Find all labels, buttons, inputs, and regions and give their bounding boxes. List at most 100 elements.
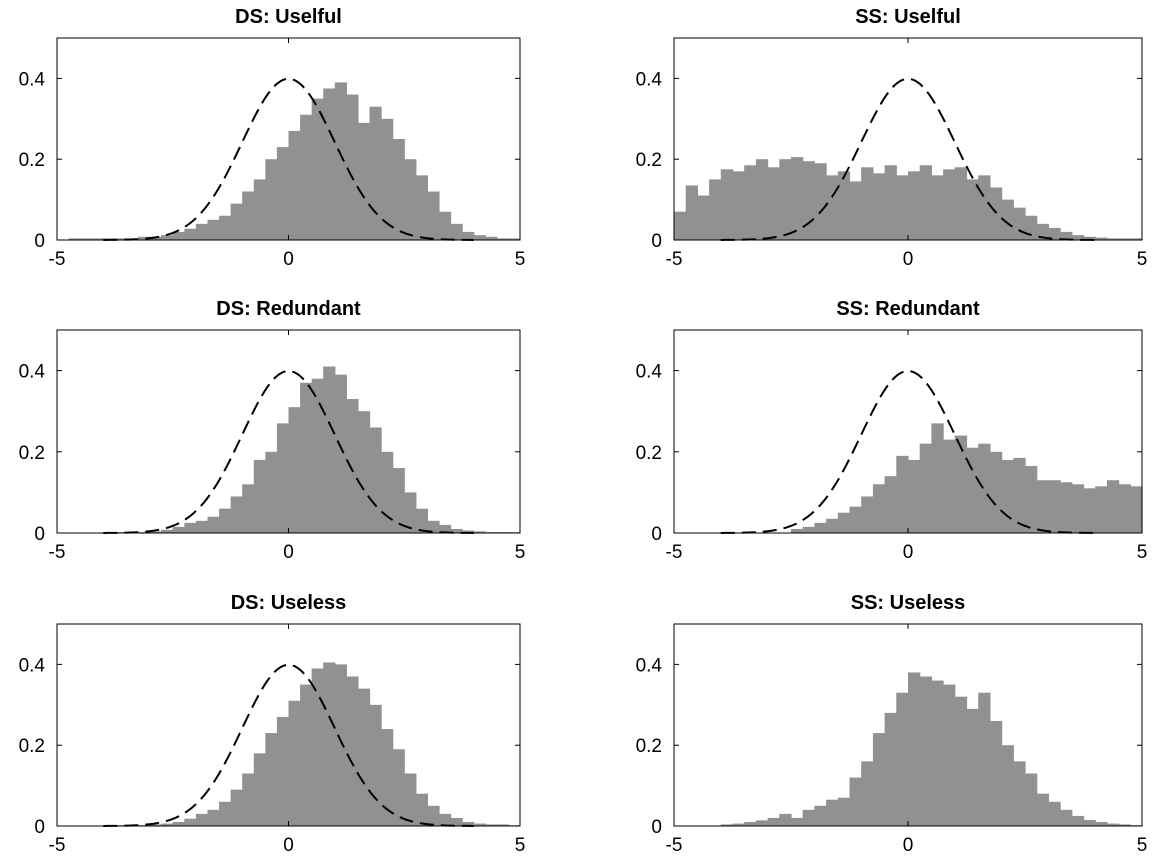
histogram-bar bbox=[744, 821, 757, 826]
histogram-bar bbox=[311, 378, 324, 533]
histogram-bar bbox=[814, 805, 827, 826]
histogram-bar bbox=[908, 459, 921, 533]
histogram-bar bbox=[791, 817, 804, 826]
histogram-bar bbox=[861, 496, 874, 533]
histogram-bar bbox=[288, 130, 301, 240]
y-tick-label: 0.4 bbox=[636, 362, 663, 383]
histogram-bar bbox=[242, 773, 255, 826]
histogram-bar bbox=[219, 508, 232, 533]
panel-ds-useful: -5 0 500.20.4DS: Uselful bbox=[19, 6, 526, 270]
histogram-bar bbox=[896, 175, 909, 240]
histogram-bar bbox=[450, 223, 463, 240]
histogram-bar bbox=[300, 382, 313, 533]
normal-pdf-curve bbox=[103, 77, 474, 241]
histogram-bar bbox=[276, 716, 290, 826]
histogram-bar bbox=[791, 528, 804, 533]
panel-ds-useless: -5 0 500.20.4DS: Useless bbox=[19, 592, 526, 856]
histogram-bar bbox=[149, 236, 162, 240]
histogram-bar bbox=[219, 215, 232, 240]
histogram-bar bbox=[346, 399, 359, 533]
histogram-bar bbox=[300, 684, 313, 826]
histogram-bar bbox=[161, 235, 174, 240]
histogram-bar bbox=[989, 720, 1003, 826]
histogram-bar bbox=[265, 451, 278, 533]
histogram-bar bbox=[1013, 761, 1026, 826]
histogram-bar bbox=[323, 366, 336, 533]
y-tick-label: 0 bbox=[34, 231, 45, 252]
histogram-bar bbox=[149, 531, 162, 533]
histogram-bar bbox=[323, 662, 336, 826]
y-tick-label: 0.2 bbox=[19, 736, 45, 757]
histogram-bar bbox=[1025, 773, 1038, 826]
histogram-bar bbox=[300, 114, 313, 240]
panel-ss-useful: -5 0 500.20.4SS: Uselful bbox=[636, 6, 1148, 270]
histogram-bar bbox=[369, 704, 382, 826]
panel-title: SS: Uselful bbox=[855, 6, 961, 28]
y-tick-label: 0 bbox=[651, 524, 662, 545]
histogram-bar bbox=[767, 817, 780, 826]
histogram-bar bbox=[767, 167, 780, 240]
histogram-bar bbox=[334, 82, 347, 240]
histogram-bar bbox=[1130, 486, 1143, 533]
histogram-bar bbox=[288, 407, 301, 533]
x-tick-label: -5 bbox=[49, 542, 66, 563]
histogram-bar bbox=[943, 169, 956, 240]
histogram-bar bbox=[1106, 480, 1120, 533]
histogram-bar bbox=[230, 789, 243, 826]
y-tick-label: 0.2 bbox=[19, 443, 45, 464]
histogram-bar bbox=[1060, 482, 1073, 533]
histogram-bar bbox=[381, 729, 394, 826]
histogram-bar bbox=[826, 518, 839, 533]
histogram-bar bbox=[884, 712, 897, 826]
y-tick-label: 0.4 bbox=[636, 655, 663, 676]
histogram-bar bbox=[674, 211, 687, 240]
histogram-bar bbox=[265, 159, 278, 240]
histogram-bar bbox=[861, 761, 874, 826]
histogram-bar bbox=[392, 139, 405, 240]
histogram-bar bbox=[966, 708, 979, 826]
histogram-bar bbox=[1048, 227, 1061, 240]
histogram-bar bbox=[872, 733, 886, 826]
histogram-bar bbox=[1025, 466, 1038, 533]
histogram-bar bbox=[369, 106, 382, 241]
y-tick-label: 0.4 bbox=[19, 69, 46, 90]
histogram-bar bbox=[1036, 480, 1049, 533]
histogram-bar bbox=[884, 165, 897, 240]
histogram-bar bbox=[334, 374, 347, 533]
histogram-bar bbox=[1036, 793, 1049, 826]
histogram-bar bbox=[779, 159, 792, 240]
histogram-bar bbox=[744, 165, 757, 240]
histogram-bar bbox=[1071, 235, 1085, 240]
histogram-bar bbox=[826, 175, 839, 240]
histogram-bar bbox=[943, 684, 956, 826]
histogram-bar bbox=[195, 223, 209, 240]
x-tick-label: 0 bbox=[903, 249, 914, 270]
histogram-bar bbox=[989, 451, 1003, 533]
histogram-bar bbox=[978, 175, 991, 240]
histogram-bar bbox=[253, 179, 266, 240]
histogram-bar bbox=[462, 821, 475, 826]
histogram-bar bbox=[919, 165, 932, 240]
histogram-bar bbox=[1083, 819, 1096, 826]
histogram-bar bbox=[849, 777, 862, 826]
histogram-bar bbox=[1001, 745, 1014, 826]
histogram-bar bbox=[438, 211, 452, 240]
histogram-bar bbox=[1095, 237, 1108, 240]
histogram-bar bbox=[311, 668, 324, 826]
histogram-bar bbox=[207, 219, 220, 240]
histogram-bar bbox=[954, 167, 968, 240]
histogram-bar bbox=[1083, 236, 1096, 240]
histogram-bar bbox=[323, 88, 336, 240]
histogram-bar bbox=[849, 506, 862, 533]
histogram-bar bbox=[954, 435, 968, 533]
histogram-bar bbox=[253, 459, 266, 533]
x-tick-label: 5 bbox=[1137, 249, 1148, 270]
x-tick-label: -5 bbox=[49, 249, 66, 270]
histogram-bar bbox=[276, 423, 290, 533]
histogram-bar bbox=[896, 455, 909, 533]
histogram-bar bbox=[1013, 207, 1026, 240]
y-tick-label: 0.4 bbox=[19, 362, 46, 383]
x-tick-label: 5 bbox=[515, 835, 526, 856]
histogram-bar bbox=[791, 157, 804, 240]
